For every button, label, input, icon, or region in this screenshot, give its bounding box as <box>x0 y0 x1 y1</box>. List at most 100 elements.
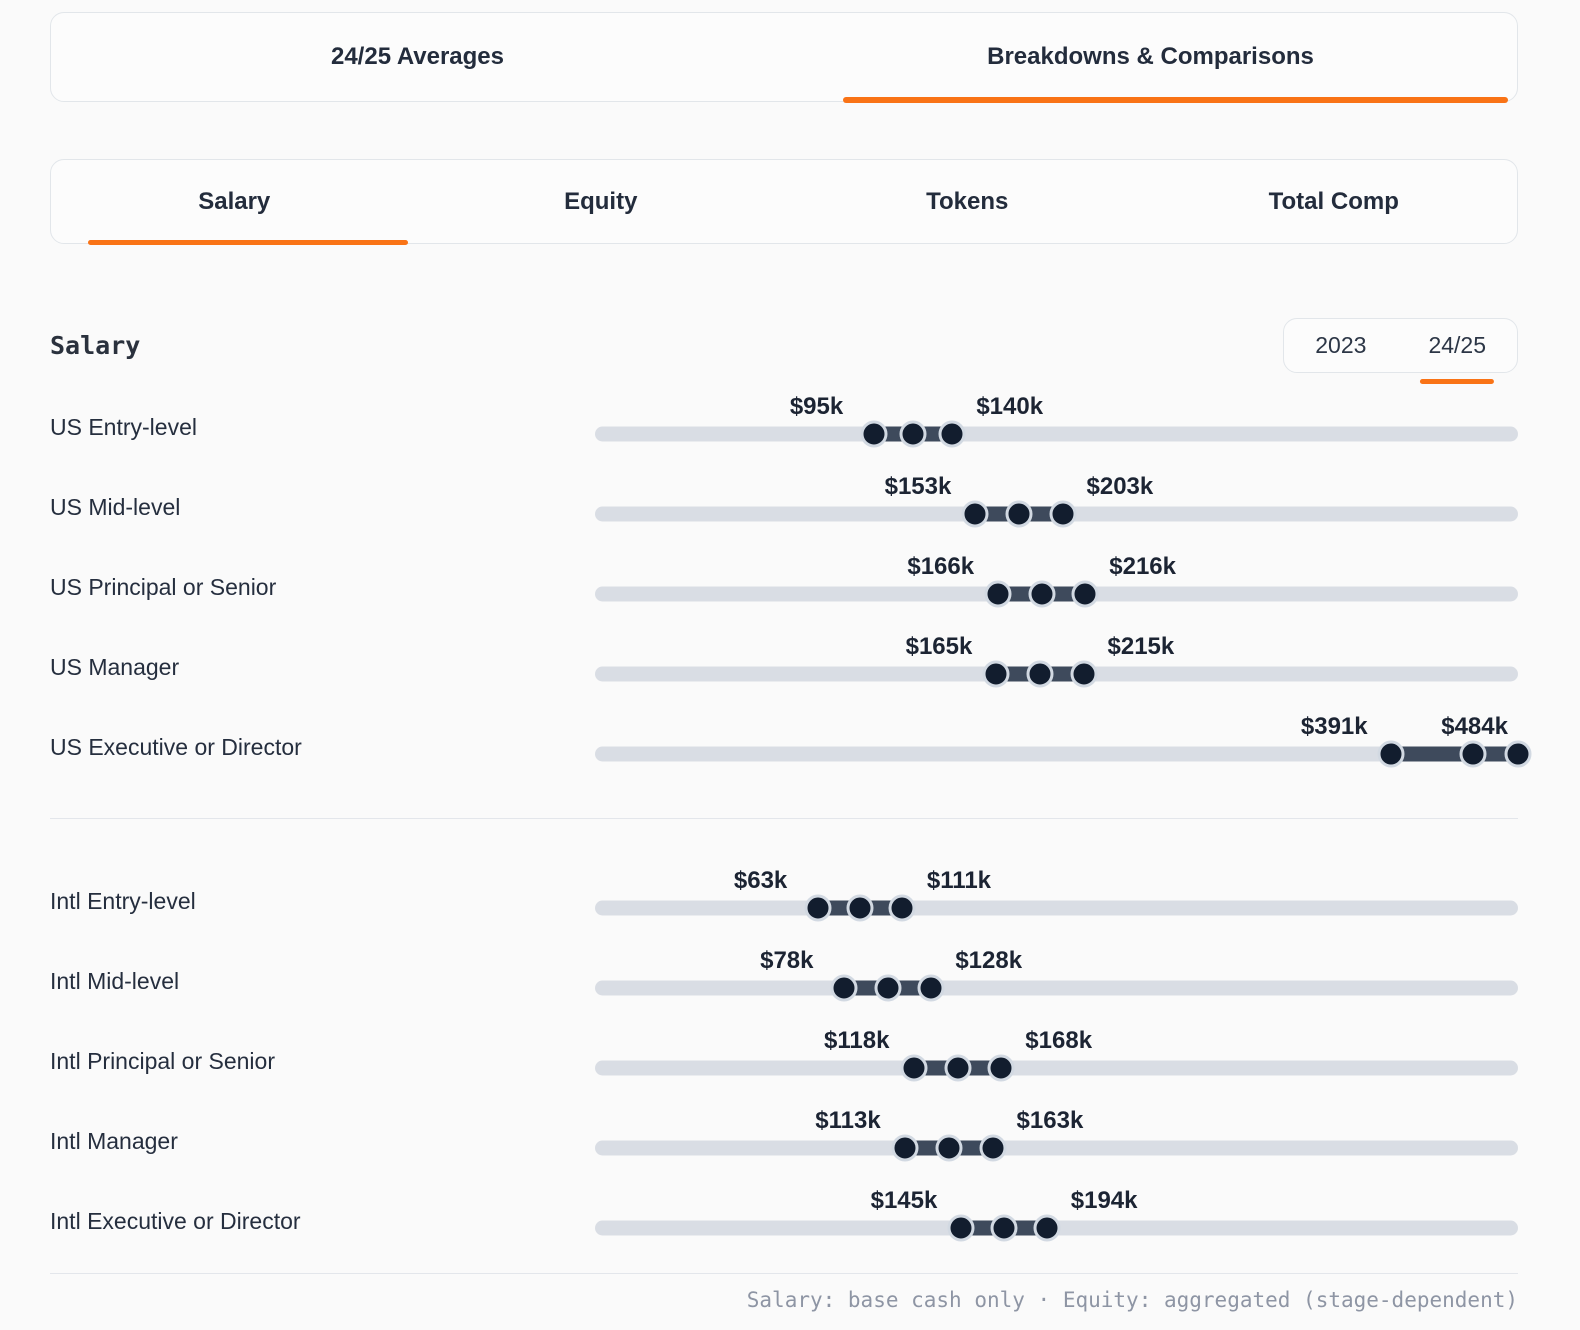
active-tab-underline <box>87 239 409 245</box>
tab-label: Equity <box>564 187 638 215</box>
tab-label: Total Comp <box>1268 187 1399 215</box>
slider-track[interactable] <box>595 746 1518 762</box>
max-value-label: $168k <box>1025 1027 1093 1054</box>
range-max-handle[interactable] <box>1504 740 1532 768</box>
section-divider <box>50 818 1518 819</box>
tab-breakdowns-comparisons[interactable]: Breakdowns & Comparisons <box>784 13 1517 103</box>
range-mid-dot[interactable] <box>846 894 874 922</box>
range-max-handle[interactable] <box>917 974 945 1002</box>
comp-row: Intl Executive or Director $145k $194k <box>50 1187 1518 1268</box>
slider-track[interactable] <box>595 426 1518 442</box>
min-value-label: $145k <box>870 1187 938 1214</box>
range-mid-dot[interactable] <box>990 1214 1018 1242</box>
min-value-label: $391k <box>1300 713 1368 740</box>
range-slider[interactable]: $78k $128k <box>595 947 1518 1028</box>
range-min-handle[interactable] <box>982 660 1010 688</box>
slider-track[interactable] <box>595 1140 1518 1156</box>
comp-row: US Manager $165k $215k <box>50 633 1518 714</box>
max-value-label: $216k <box>1109 553 1176 580</box>
range-slider[interactable]: $95k $140k <box>595 393 1518 474</box>
range-min-handle[interactable] <box>804 894 832 922</box>
max-value-label: $111k <box>926 867 992 894</box>
slider-range-fill <box>1391 746 1518 762</box>
tab-equity[interactable]: Equity <box>418 160 785 243</box>
row-label: Intl Entry-level <box>50 887 196 914</box>
range-mid-dot[interactable] <box>944 1054 972 1082</box>
range-max-handle[interactable] <box>1033 1214 1061 1242</box>
range-mid-dot[interactable] <box>1026 660 1054 688</box>
range-mid-dot[interactable] <box>899 420 927 448</box>
range-min-handle[interactable] <box>947 1214 975 1242</box>
range-slider[interactable]: $63k $111k <box>595 867 1518 948</box>
range-min-handle[interactable] <box>1377 740 1405 768</box>
footnote: Salary: base cash only · Equity: aggrega… <box>746 1288 1518 1312</box>
range-min-handle[interactable] <box>891 1134 919 1162</box>
comp-row: Intl Entry-level $63k $111k <box>50 867 1518 948</box>
range-max-handle[interactable] <box>888 894 916 922</box>
range-slider[interactable]: $113k $163k <box>595 1107 1518 1188</box>
range-min-handle[interactable] <box>984 580 1012 608</box>
active-year-underline <box>1420 379 1495 384</box>
row-label: US Principal or Senior <box>50 573 277 600</box>
range-mid-dot[interactable] <box>874 974 902 1002</box>
row-label: US Entry-level <box>50 413 197 440</box>
tab-tokens[interactable]: Tokens <box>784 160 1151 243</box>
max-value-label: $203k <box>1086 473 1154 500</box>
comp-row: US Principal or Senior $166k $216k <box>50 553 1518 634</box>
year-option-2023[interactable]: 2023 <box>1284 319 1397 372</box>
max-value-label: $484k <box>1441 713 1508 740</box>
comp-row: US Executive or Director $391k $484k <box>50 713 1532 794</box>
max-value-label: $140k <box>976 393 1044 420</box>
max-value-label: $215k <box>1107 633 1175 660</box>
range-max-handle[interactable] <box>1070 660 1098 688</box>
min-value-label: $95k <box>789 393 844 420</box>
tab-2425-averages[interactable]: 24/25 Averages <box>51 13 784 101</box>
range-mid-dot[interactable] <box>1005 500 1033 528</box>
year-option-2425[interactable]: 24/25 <box>1397 319 1517 384</box>
range-slider[interactable]: $391k $484k <box>595 713 1532 794</box>
row-label: Intl Mid-level <box>50 967 180 994</box>
range-mid-dot[interactable] <box>1028 580 1056 608</box>
range-max-handle[interactable] <box>938 420 966 448</box>
min-value-label: $118k <box>824 1027 890 1054</box>
tab-label: Breakdowns & Comparisons <box>987 43 1314 70</box>
range-mid-dot[interactable] <box>935 1134 963 1162</box>
range-max-handle[interactable] <box>1049 500 1077 528</box>
slider-track[interactable] <box>595 900 1518 916</box>
range-slider[interactable]: $145k $194k <box>595 1187 1518 1268</box>
slider-track[interactable] <box>595 1060 1518 1076</box>
tab-label: Tokens <box>926 187 1009 215</box>
range-min-handle[interactable] <box>860 420 888 448</box>
range-max-handle[interactable] <box>1071 580 1099 608</box>
tab-label: Salary <box>198 187 271 215</box>
row-label: Intl Manager <box>50 1127 178 1154</box>
max-value-label: $194k <box>1070 1187 1138 1214</box>
row-label: US Mid-level <box>50 493 181 520</box>
year-option-label: 24/25 <box>1428 332 1486 358</box>
row-label: Intl Executive or Director <box>50 1207 301 1234</box>
tab-salary[interactable]: Salary <box>51 160 418 245</box>
range-slider[interactable]: $165k $215k <box>595 633 1518 714</box>
range-slider[interactable]: $153k $203k <box>595 473 1518 554</box>
comp-row: Intl Manager $113k $163k <box>50 1107 1518 1188</box>
primary-tabbar: 24/25 Averages Breakdowns & Comparisons <box>50 12 1518 103</box>
max-value-label: $163k <box>1016 1107 1084 1134</box>
footer-divider <box>50 1273 1518 1274</box>
active-tab-underline <box>842 96 1509 103</box>
year-option-label: 2023 <box>1315 332 1367 358</box>
range-min-handle[interactable] <box>900 1054 928 1082</box>
us-salary-rows: US Entry-level $95k $140k US Mid-level $153k… <box>50 393 1532 794</box>
range-max-handle[interactable] <box>979 1134 1007 1162</box>
metric-tabbar: Salary Equity Tokens Total Comp <box>50 159 1518 245</box>
range-slider[interactable]: $118k $168k <box>595 1027 1518 1108</box>
range-slider[interactable]: $166k $216k <box>595 553 1518 634</box>
range-max-handle[interactable] <box>987 1054 1015 1082</box>
range-min-handle[interactable] <box>830 974 858 1002</box>
tab-total-comp[interactable]: Total Comp <box>1151 160 1518 243</box>
range-mid-dot[interactable] <box>1459 740 1487 768</box>
max-value-label: $128k <box>955 947 1023 974</box>
slider-track[interactable] <box>595 980 1518 996</box>
section-title: Salary <box>50 331 141 360</box>
range-min-handle[interactable] <box>961 500 989 528</box>
tab-label: 24/25 Averages <box>330 43 504 70</box>
